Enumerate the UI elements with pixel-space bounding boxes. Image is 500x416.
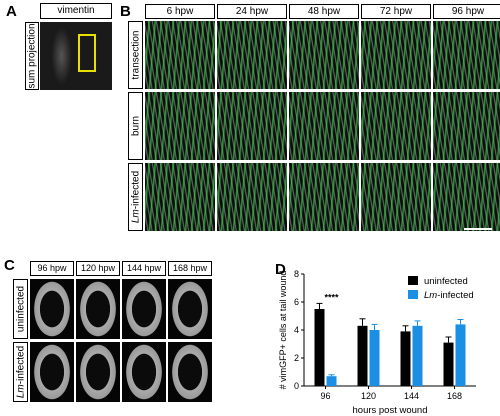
panel-b-micrograph [217, 21, 287, 89]
panel-c-time-header: 144 hpw [122, 261, 166, 276]
panel-letter-a: A [6, 3, 17, 20]
panel-c-micrograph [76, 279, 120, 339]
panel-c-micrograph [76, 342, 120, 402]
panel-letter-c: C [4, 257, 15, 274]
panel-a-row-label: sum projection [25, 22, 39, 90]
panel-b-time-header: 48 hpw [289, 4, 359, 19]
y-tick-label: 6 [294, 297, 299, 307]
panel-b-micrograph [145, 163, 215, 231]
panel-b-micrograph [145, 21, 215, 89]
panel-b-time-header: 72 hpw [361, 4, 431, 19]
panel-c-micrograph [30, 342, 74, 402]
panel-b-micrograph [217, 163, 287, 231]
panel-c-time-header: 120 hpw [76, 261, 120, 276]
panel-c-row-label: uninfected [13, 279, 28, 339]
y-tick-label: 4 [294, 325, 299, 335]
panel-b-micrograph [361, 163, 431, 231]
legend-swatch [408, 290, 418, 299]
panel-b-micrograph [361, 21, 431, 89]
panel-c-time-header: 96 hpw [30, 261, 74, 276]
scale-bar [464, 228, 492, 230]
panel-c-micrograph [168, 342, 212, 402]
panel-c-row-label: Lm-infected [13, 342, 28, 402]
panel-a-image [40, 22, 112, 90]
panel-b-row-label: Lm-infected [128, 163, 143, 231]
panel-b-micrograph [289, 92, 359, 160]
x-tick-label: 144 [404, 391, 419, 401]
panel-b-row-label: transection [128, 21, 143, 89]
bar [400, 331, 411, 386]
y-tick-label: 0 [294, 381, 299, 391]
panel-b-micrograph [361, 92, 431, 160]
x-tick-label: 168 [447, 391, 462, 401]
bar [357, 325, 368, 386]
panel-b-time-header: 96 hpw [433, 4, 500, 19]
x-tick-label: 96 [320, 391, 330, 401]
panel-b-time-header: 24 hpw [217, 4, 287, 19]
panel-b-micrograph [289, 21, 359, 89]
legend-label: uninfected [424, 276, 468, 287]
panel-c-micrograph [122, 342, 166, 402]
bar [412, 325, 423, 386]
bar [443, 342, 454, 386]
panel-b-row-label-italic: Lm [130, 209, 141, 224]
panel-b-micrograph [433, 163, 500, 231]
panel-letter-b: B [120, 3, 131, 20]
panel-letter-d: D [275, 261, 286, 278]
bar [455, 324, 466, 386]
bar [369, 330, 380, 386]
bar [326, 376, 337, 386]
panel-b-micrograph [217, 92, 287, 160]
x-tick-label: 120 [361, 391, 376, 401]
panel-b-time-header: 6 hpw [145, 4, 215, 19]
panel-b-micrograph [433, 21, 500, 89]
x-axis-label: hours post wound [353, 405, 428, 416]
panel-c-time-header: 168 hpw [168, 261, 212, 276]
panel-c-micrograph [122, 279, 166, 339]
panel-b-micrograph [289, 163, 359, 231]
legend-swatch [408, 276, 418, 285]
panel-c-micrograph [168, 279, 212, 339]
panel-b-micrograph [145, 92, 215, 160]
panel-b-micrograph [433, 92, 500, 160]
panel-c-micrograph [30, 279, 74, 339]
panel-c-row-label-italic: Lm [15, 384, 26, 399]
bar [314, 309, 325, 386]
panel-b-row-label: burn [128, 92, 143, 160]
selection-box [78, 34, 96, 72]
bar-chart: 0 2 4 6 8 96 120 144 168 **** hours post wound # vi… [278, 269, 476, 416]
y-tick-label: 8 [294, 269, 299, 279]
legend-label: Lm-infected [424, 290, 474, 301]
y-tick-label: 2 [294, 353, 299, 363]
significance-annotation: **** [324, 292, 339, 302]
panel-a-header: vimentin [40, 3, 112, 19]
y-axis-label: # vimGFP+ cells at tail wound [278, 271, 288, 390]
